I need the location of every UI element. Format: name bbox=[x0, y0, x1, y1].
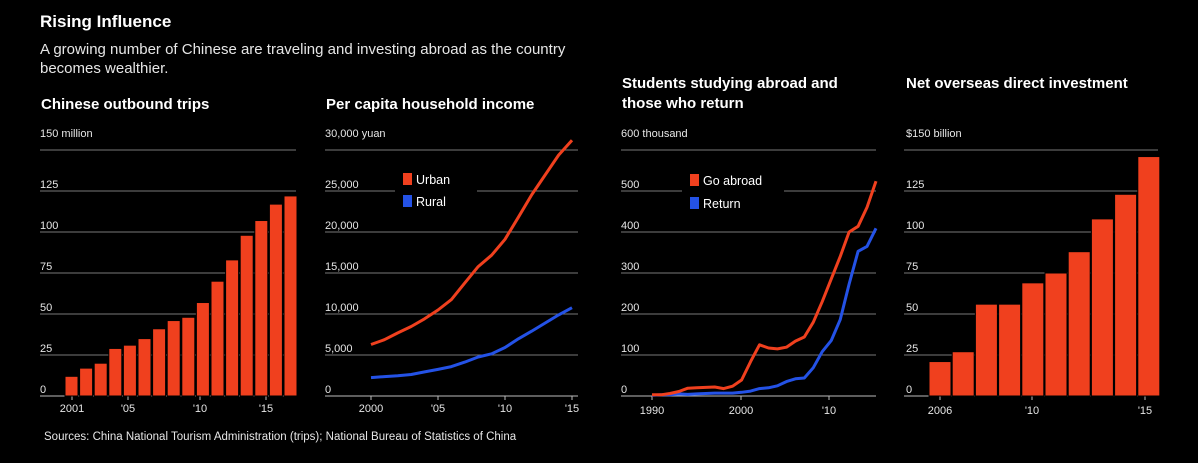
investment-bar bbox=[1067, 251, 1091, 397]
trips-bar bbox=[283, 195, 298, 397]
trips-xtick-label: 2001 bbox=[60, 403, 84, 415]
investment-bar bbox=[1114, 193, 1138, 397]
income-legend-label: Urban bbox=[416, 173, 450, 187]
page-title: Rising Influence bbox=[40, 12, 172, 31]
investment-bar bbox=[1044, 272, 1068, 397]
investment-ytick-label: 50 bbox=[906, 302, 918, 314]
page-subtitle: A growing number of Chinese are travelin… bbox=[40, 41, 566, 77]
trips-bar bbox=[225, 259, 240, 397]
students-ytick-label: 400 bbox=[621, 220, 639, 232]
investment-xtick-label: '15 bbox=[1138, 405, 1152, 417]
income-series-line-1 bbox=[370, 306, 573, 380]
trips-ytick-label: 125 bbox=[40, 179, 58, 191]
investment-chart: $150 billion 0 25 50 75 100 125 2006 '10 '15 bbox=[904, 128, 1161, 417]
income-xtick-label: '05 bbox=[431, 403, 445, 415]
investment-unit-label: $150 billion bbox=[906, 128, 962, 140]
investment-bar bbox=[1137, 156, 1161, 397]
income-ytick-label: 25,000 bbox=[325, 179, 359, 191]
income-xtick-label: '15 bbox=[565, 403, 579, 415]
students-series-line-1 bbox=[651, 227, 878, 397]
investment-bar bbox=[1021, 282, 1045, 397]
income-ytick-label: 0 bbox=[325, 384, 331, 396]
income-legend-swatch bbox=[403, 195, 412, 207]
students-xtick-label: '10 bbox=[822, 405, 836, 417]
students-chart: 600 thousand 0 100 200 300 400 500 1990 2000 '10 G… bbox=[621, 128, 878, 417]
students-ytick-label: 200 bbox=[621, 302, 639, 314]
students-ytick-label: 100 bbox=[621, 343, 639, 355]
students-legend-swatch bbox=[690, 197, 699, 209]
trips-bar bbox=[195, 302, 210, 397]
trips-bar bbox=[181, 316, 196, 397]
students-ytick-label: 500 bbox=[621, 179, 639, 191]
trips-chart-title: Chinese outbound trips bbox=[41, 96, 210, 113]
investment-ytick-label: 0 bbox=[906, 384, 912, 396]
trips-ytick-label: 50 bbox=[40, 302, 52, 314]
students-legend-swatch bbox=[690, 174, 699, 186]
trips-bar bbox=[152, 328, 167, 397]
trips-ytick-label: 100 bbox=[40, 220, 58, 232]
investment-bar bbox=[928, 361, 952, 397]
investment-ytick-label: 25 bbox=[906, 343, 918, 355]
investment-xtick-label: 2006 bbox=[928, 405, 952, 417]
income-series-line-0 bbox=[370, 139, 574, 346]
income-ytick-label: 15,000 bbox=[325, 261, 359, 273]
trips-xtick-label: '15 bbox=[259, 403, 273, 415]
trips-xtick-label: '10 bbox=[193, 403, 207, 415]
trips-ytick-label: 75 bbox=[40, 261, 52, 273]
trips-ytick-label: 25 bbox=[40, 343, 52, 355]
students-chart-title: Students studying abroad and those who r… bbox=[622, 75, 838, 112]
income-chart-title: Per capita household income bbox=[326, 96, 535, 113]
students-legend-label: Return bbox=[703, 197, 741, 211]
trips-bar bbox=[122, 344, 137, 397]
students-ytick-label: 300 bbox=[621, 261, 639, 273]
investment-ytick-label: 125 bbox=[906, 179, 924, 191]
trips-bar bbox=[239, 234, 254, 397]
income-ytick-label: 5,000 bbox=[325, 343, 353, 355]
income-xtick-label: '10 bbox=[498, 403, 512, 415]
investment-bar bbox=[974, 303, 998, 397]
trips-ytick-label: 0 bbox=[40, 384, 46, 396]
investment-bar bbox=[998, 303, 1022, 397]
source-note: Sources: China National Tourism Administ… bbox=[44, 431, 517, 443]
trips-bar bbox=[254, 220, 269, 397]
trips-bar bbox=[64, 375, 79, 397]
income-ytick-label: 10,000 bbox=[325, 302, 359, 314]
income-unit-label: 30,000 yuan bbox=[325, 128, 386, 140]
students-series-line-0 bbox=[652, 180, 878, 397]
students-xtick-label: 1990 bbox=[640, 405, 664, 417]
income-xtick-label: 2000 bbox=[359, 403, 383, 415]
trips-bar bbox=[210, 280, 225, 397]
students-xtick-label: 2000 bbox=[729, 405, 753, 417]
income-legend-label: Rural bbox=[416, 195, 446, 209]
students-unit-label: 600 thousand bbox=[621, 128, 688, 140]
trips-bar bbox=[268, 203, 283, 397]
trips-bar bbox=[93, 362, 108, 397]
investment-xtick-label: '10 bbox=[1025, 405, 1039, 417]
trips-xtick-label: '05 bbox=[121, 403, 135, 415]
investment-bar bbox=[1090, 218, 1114, 397]
investment-ytick-label: 100 bbox=[906, 220, 924, 232]
trips-bar bbox=[108, 347, 123, 397]
income-chart: 30,000 yuan 0 5,000 10,000 15,000 20,000 25,00… bbox=[325, 128, 579, 415]
trips-bar bbox=[137, 338, 152, 397]
investment-bar bbox=[951, 351, 975, 397]
income-legend-swatch bbox=[403, 173, 412, 185]
investment-ytick-label: 75 bbox=[906, 261, 918, 273]
trips-unit-label: 150 million bbox=[40, 128, 93, 140]
trips-chart: 150 million 0 25 50 75 100 125 2001 '05 '10 '15 bbox=[40, 128, 298, 415]
income-ytick-label: 20,000 bbox=[325, 220, 359, 232]
students-ytick-label: 0 bbox=[621, 384, 627, 396]
investment-chart-title: Net overseas direct investment bbox=[906, 75, 1128, 92]
trips-bar bbox=[79, 367, 94, 397]
trips-bar bbox=[166, 320, 181, 397]
students-legend-label: Go abroad bbox=[703, 174, 762, 188]
